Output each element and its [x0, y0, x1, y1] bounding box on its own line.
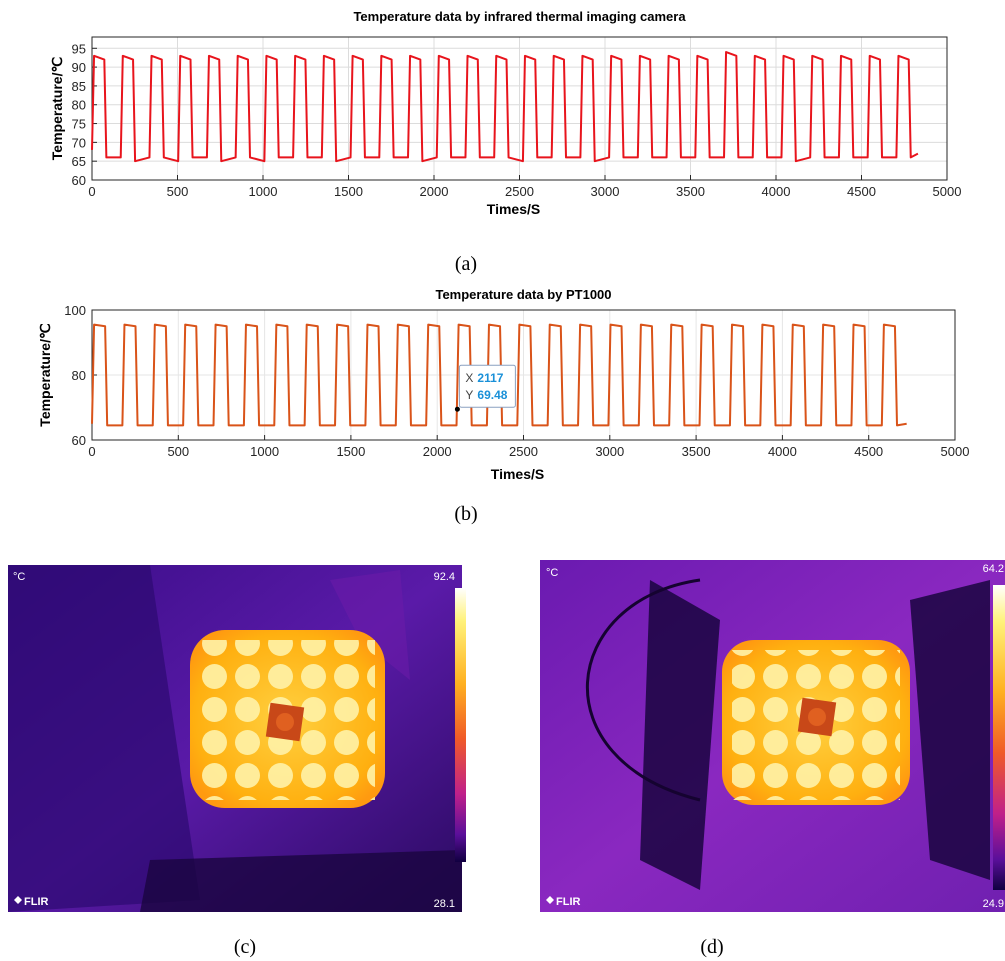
- x-tick-label: 1000: [250, 444, 279, 459]
- y-axis-label: Temperature/℃: [37, 323, 53, 427]
- x-tick-label: 2500: [509, 444, 538, 459]
- x-tick-label: 4000: [768, 444, 797, 459]
- x-tick-label: 4500: [854, 444, 883, 459]
- thermal-image: °C 64.2 24.9 FLIR: [540, 560, 1005, 912]
- chart-title: Temperature data by infrared thermal ima…: [353, 9, 686, 24]
- scale-min: 24.9: [983, 898, 1004, 910]
- x-tick-label: 1500: [334, 184, 363, 199]
- caption: (d): [700, 936, 723, 958]
- x-axis-label: Times/S: [491, 466, 544, 482]
- x-tick-label: 1500: [336, 444, 365, 459]
- brand-logo: FLIR: [556, 896, 580, 908]
- y-tick-label: 80: [72, 98, 86, 113]
- y-tick-label: 70: [72, 135, 86, 150]
- x-axis-label: Times/S: [487, 201, 540, 217]
- scale-max: 64.2: [983, 563, 1004, 575]
- caption: (c): [234, 936, 256, 958]
- x-tick-label: 1000: [249, 184, 278, 199]
- x-tick-label: 4500: [847, 184, 876, 199]
- x-tick-label: 4000: [762, 184, 791, 199]
- caption: (a): [455, 253, 477, 275]
- chart: 0 500 1000 1500 2000 2500 3000 3500 4000 4500 5000…: [49, 9, 961, 275]
- y-tick-label: 60: [72, 173, 86, 188]
- x-tick-label: 2000: [423, 444, 452, 459]
- x-tick-label: 0: [88, 184, 95, 199]
- unit-label: °C: [546, 567, 558, 579]
- x-tick-label: 3500: [676, 184, 705, 199]
- y-tick-label: 90: [72, 60, 86, 75]
- x-tick-label: 500: [167, 444, 189, 459]
- thermal-image: °C 92.4 28.1 FLIR: [8, 565, 466, 912]
- datatip-x-label: X: [465, 371, 473, 385]
- brand-logo: FLIR: [24, 896, 48, 908]
- y-tick-label: 95: [72, 41, 86, 56]
- scale-min: 28.1: [434, 898, 455, 910]
- x-tick-label: 500: [167, 184, 189, 199]
- datatip-x-value: 2117: [477, 371, 503, 385]
- chart: 0 500 1000 1500 2000 2500 3000 3500 4000 4500 5000…: [37, 287, 969, 525]
- x-tick-label: 5000: [933, 184, 962, 199]
- x-tick-label: 2500: [505, 184, 534, 199]
- y-tick-label: 85: [72, 79, 86, 94]
- x-tick-label: 2000: [420, 184, 449, 199]
- y-tick-label: 65: [72, 154, 86, 169]
- unit-label: °C: [13, 571, 25, 583]
- datatip-point: [455, 407, 460, 412]
- y-tick-label: 60: [72, 433, 86, 448]
- figure: °C 92.4 28.1 FLIR (c) °C 64.2 24.9 FLIR …: [0, 0, 1005, 961]
- x-tick-label: 3000: [591, 184, 620, 199]
- y-tick-label: 100: [64, 303, 86, 318]
- caption: (b): [454, 503, 477, 525]
- x-tick-label: 3000: [595, 444, 624, 459]
- y-axis-label: Temperature/℃: [49, 57, 65, 161]
- x-tick-label: 3500: [682, 444, 711, 459]
- y-tick-label: 75: [72, 117, 86, 132]
- chart-title: Temperature data by PT1000: [435, 287, 611, 302]
- datatip-y-value: 69.48: [477, 388, 507, 402]
- datatip-y-label: Y: [465, 388, 473, 402]
- y-tick-label: 80: [72, 368, 86, 383]
- x-tick-label: 0: [88, 444, 95, 459]
- scale-max: 92.4: [434, 571, 455, 583]
- x-tick-label: 5000: [941, 444, 970, 459]
